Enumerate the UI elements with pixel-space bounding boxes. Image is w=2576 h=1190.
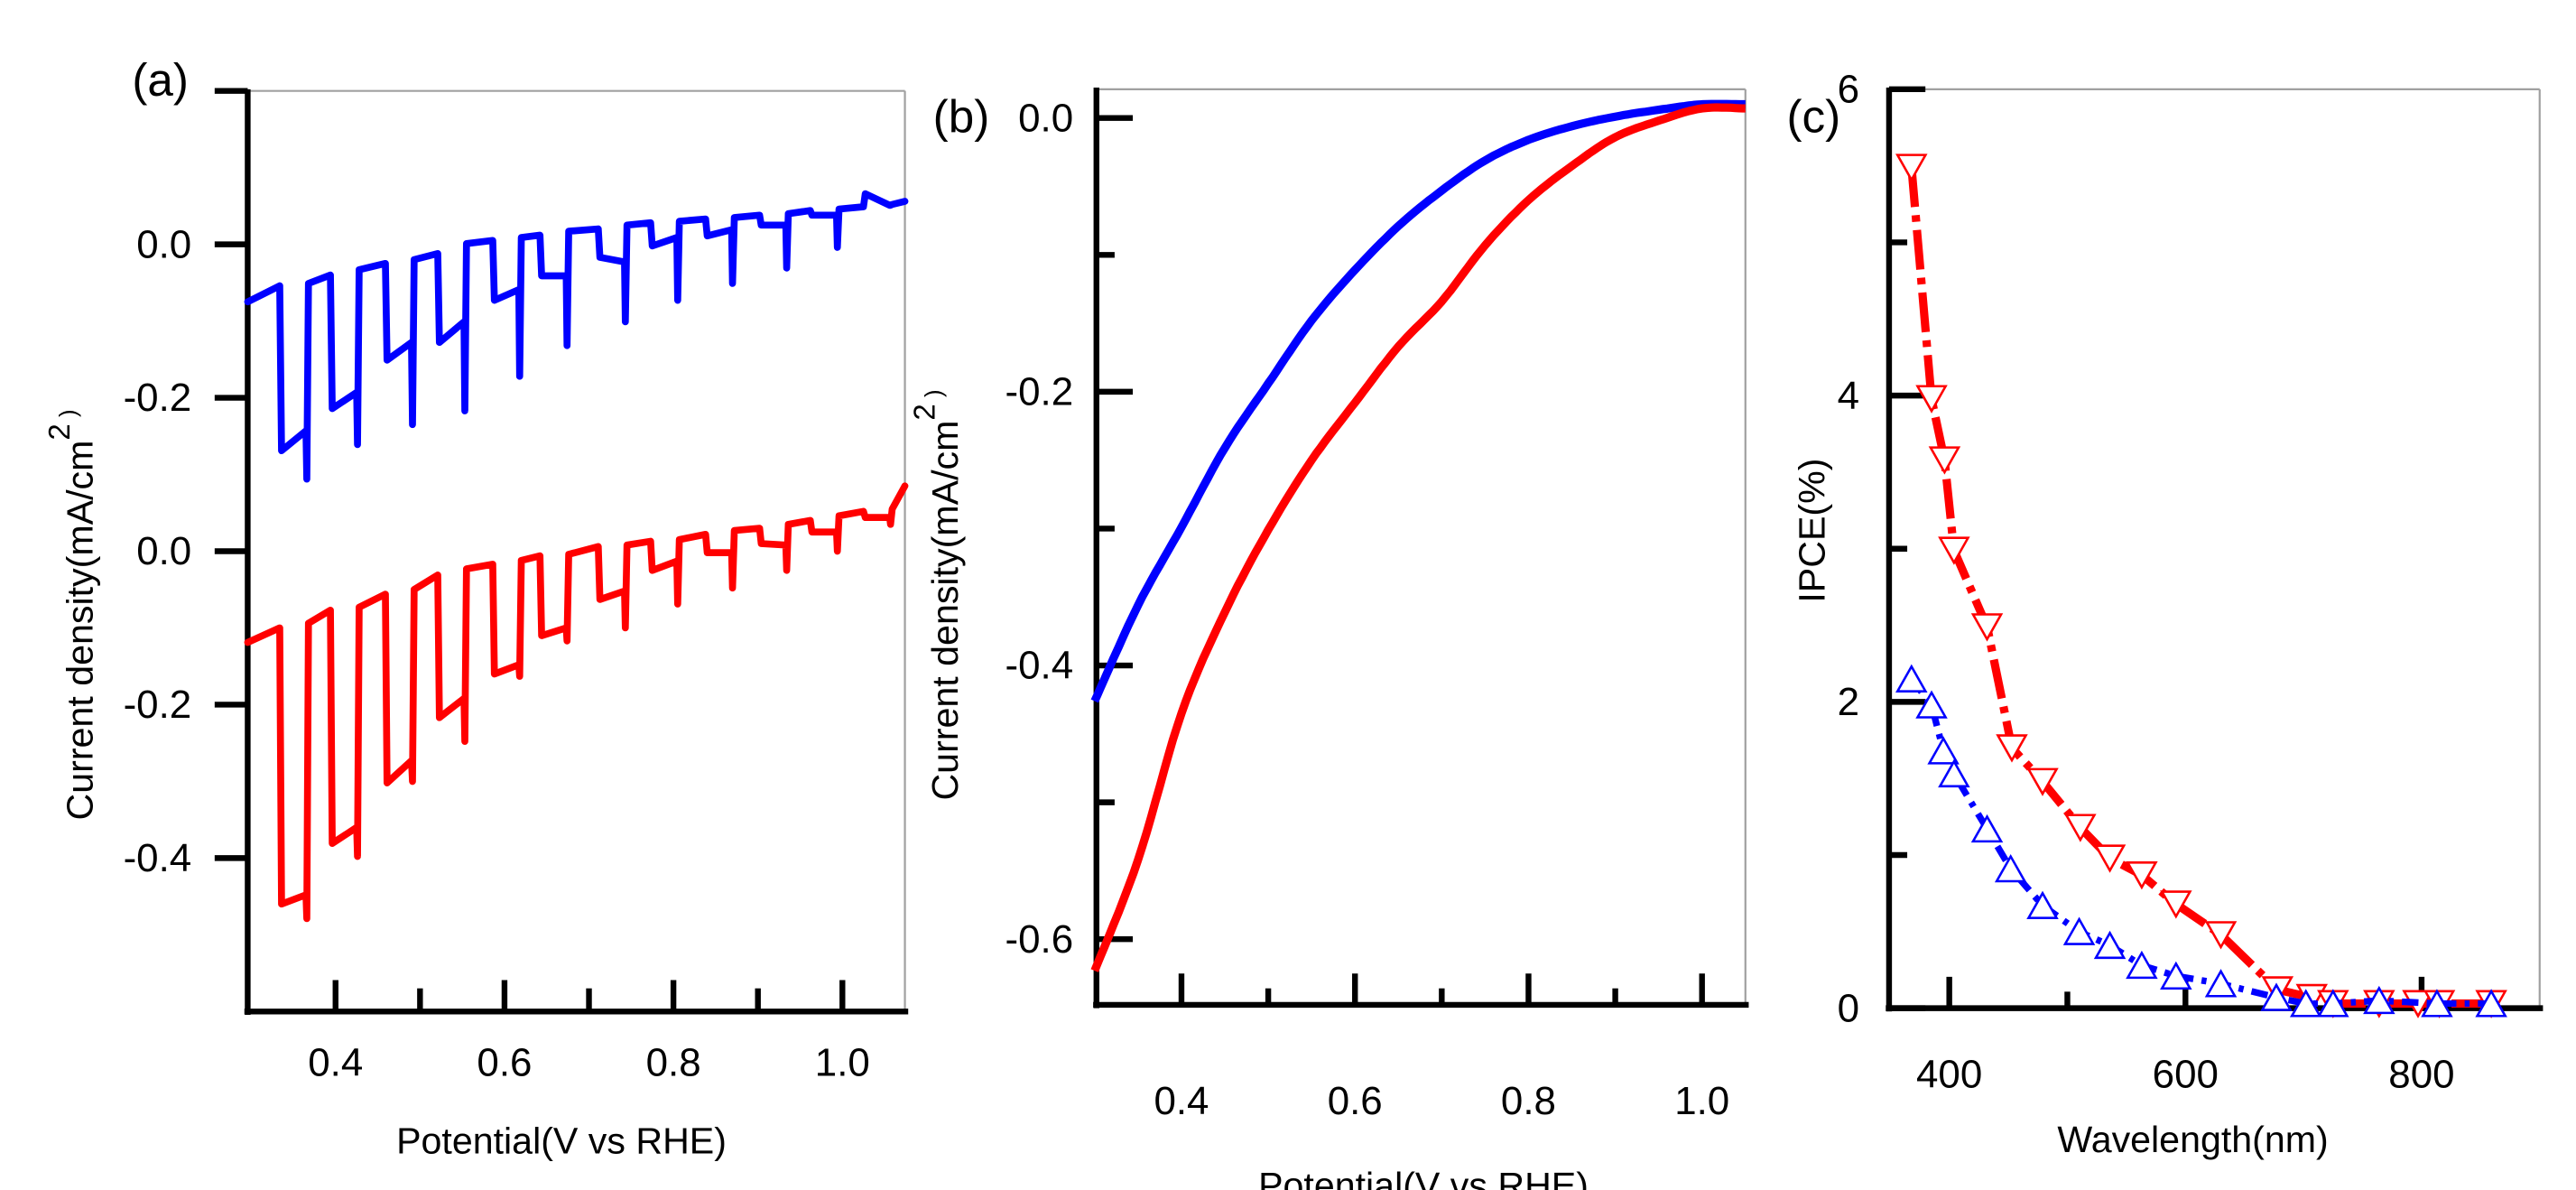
x-tick-label: 0.4 — [308, 1041, 363, 1085]
y-title-close: ) — [922, 389, 947, 397]
blue-data-point — [2093, 930, 2127, 960]
x-tick-label: 800 — [2388, 1052, 2454, 1096]
y-tick-label: 2 — [1838, 680, 1859, 724]
blue-data-point — [2475, 989, 2507, 1018]
y-tick-label: 0.0 — [1018, 96, 1073, 140]
y-tick-label: -0.2 — [1005, 369, 1074, 414]
red-data-point — [1928, 446, 1961, 475]
red-data-point — [2204, 921, 2238, 950]
panel-a-x-title: Potential(V vs RHE) — [396, 1120, 727, 1162]
blue-data-point — [1970, 813, 2004, 843]
y-tick-label: -0.4 — [124, 836, 192, 880]
red-data-point — [1996, 734, 2028, 763]
y-title-superscript: 2 — [907, 404, 941, 420]
blue-data-point — [2126, 950, 2158, 980]
red-data-point — [2160, 890, 2192, 919]
blue-data-point — [1938, 758, 1970, 788]
blue-data-point — [2026, 890, 2059, 919]
x-tick-label: 1.0 — [815, 1041, 870, 1085]
red-data-point — [1915, 385, 1948, 414]
panel-c-y-title: IPCE(%) — [1792, 459, 1833, 603]
red-data-point — [1938, 536, 1970, 565]
red-data-point — [1895, 153, 1928, 182]
panel-c-letter: (c) — [1787, 90, 1841, 142]
red-lsv-curve — [1090, 103, 1747, 972]
y-tick-label: -0.2 — [124, 376, 192, 420]
blue-chopped-curve — [244, 190, 909, 483]
x-tick-label: 0.8 — [646, 1041, 701, 1085]
y-tick-label: 6 — [1838, 67, 1859, 111]
panel-b-letter: (b) — [933, 90, 990, 142]
y-tick-label: -0.2 — [124, 683, 192, 727]
panel-c-x-title: Wavelength(nm) — [2057, 1119, 2328, 1160]
x-tick-label: 0.6 — [1328, 1079, 1383, 1123]
panel-b-y-title: Current density(mA/cm2) — [907, 389, 966, 800]
y-title-main: Current density(mA/cm — [59, 441, 100, 821]
blue-data-point — [2260, 982, 2293, 1011]
red-data-point — [2126, 861, 2158, 890]
panel-a-letter: (a) — [132, 54, 189, 106]
blue-data-point — [1994, 853, 2027, 883]
panel-b-x-title: Potential(V vs RHE) — [1258, 1165, 1589, 1190]
red-data-point — [2026, 767, 2059, 796]
x-tick-label: 1.0 — [1674, 1079, 1729, 1123]
blue-data-point — [2317, 989, 2349, 1018]
blue-data-point — [1915, 690, 1948, 719]
panel-a-chart: 0.4 0.6 0.8 1.0 0.0 -0.2 0.0 -0.2 -0.4 — [124, 88, 909, 1085]
blue-data-point — [1927, 736, 1960, 765]
red-data-point — [1970, 613, 2004, 642]
x-tick-label: 0.6 — [477, 1041, 532, 1085]
y-tick-label: 0.0 — [136, 529, 191, 573]
x-tick-label: 0.8 — [1501, 1079, 1556, 1123]
y-tick-label: -0.4 — [1005, 644, 1074, 688]
blue-data-point — [2363, 985, 2395, 1015]
blue-data-point — [2421, 989, 2453, 1018]
y-tick-label: 4 — [1838, 374, 1859, 418]
x-tick-label: 600 — [2153, 1052, 2219, 1096]
y-tick-label: 0 — [1838, 986, 1859, 1030]
blue-data-point — [2160, 961, 2192, 990]
y-title-close: ) — [56, 409, 81, 417]
y-title-superscript: 2 — [42, 423, 76, 440]
x-tick-label: 0.4 — [1154, 1079, 1209, 1123]
blue-data-point — [2062, 916, 2096, 945]
blue-lsv-curve — [1090, 99, 1747, 703]
y-title-main: Current density(mA/cm — [924, 421, 966, 801]
red-chopped-curve — [244, 482, 909, 923]
red-data-point — [2064, 813, 2097, 842]
red-data-point — [2093, 844, 2127, 873]
x-tick-label: 400 — [1916, 1052, 1982, 1096]
y-tick-label: 0.0 — [136, 222, 191, 266]
panel-b-chart: 0.4 0.6 0.8 1.0 0.0 -0.2 -0.4 -0.6 — [1005, 88, 1749, 1123]
blue-data-point — [2289, 989, 2322, 1018]
blue-data-point — [2204, 969, 2238, 998]
y-tick-label: -0.6 — [1005, 917, 1074, 962]
panel-c-chart: 400 600 800 0 2 4 6 — [1838, 67, 2544, 1097]
panel-a-y-title: Current density(mA/cm2) — [42, 409, 101, 820]
blue-data-point — [1895, 664, 1928, 693]
